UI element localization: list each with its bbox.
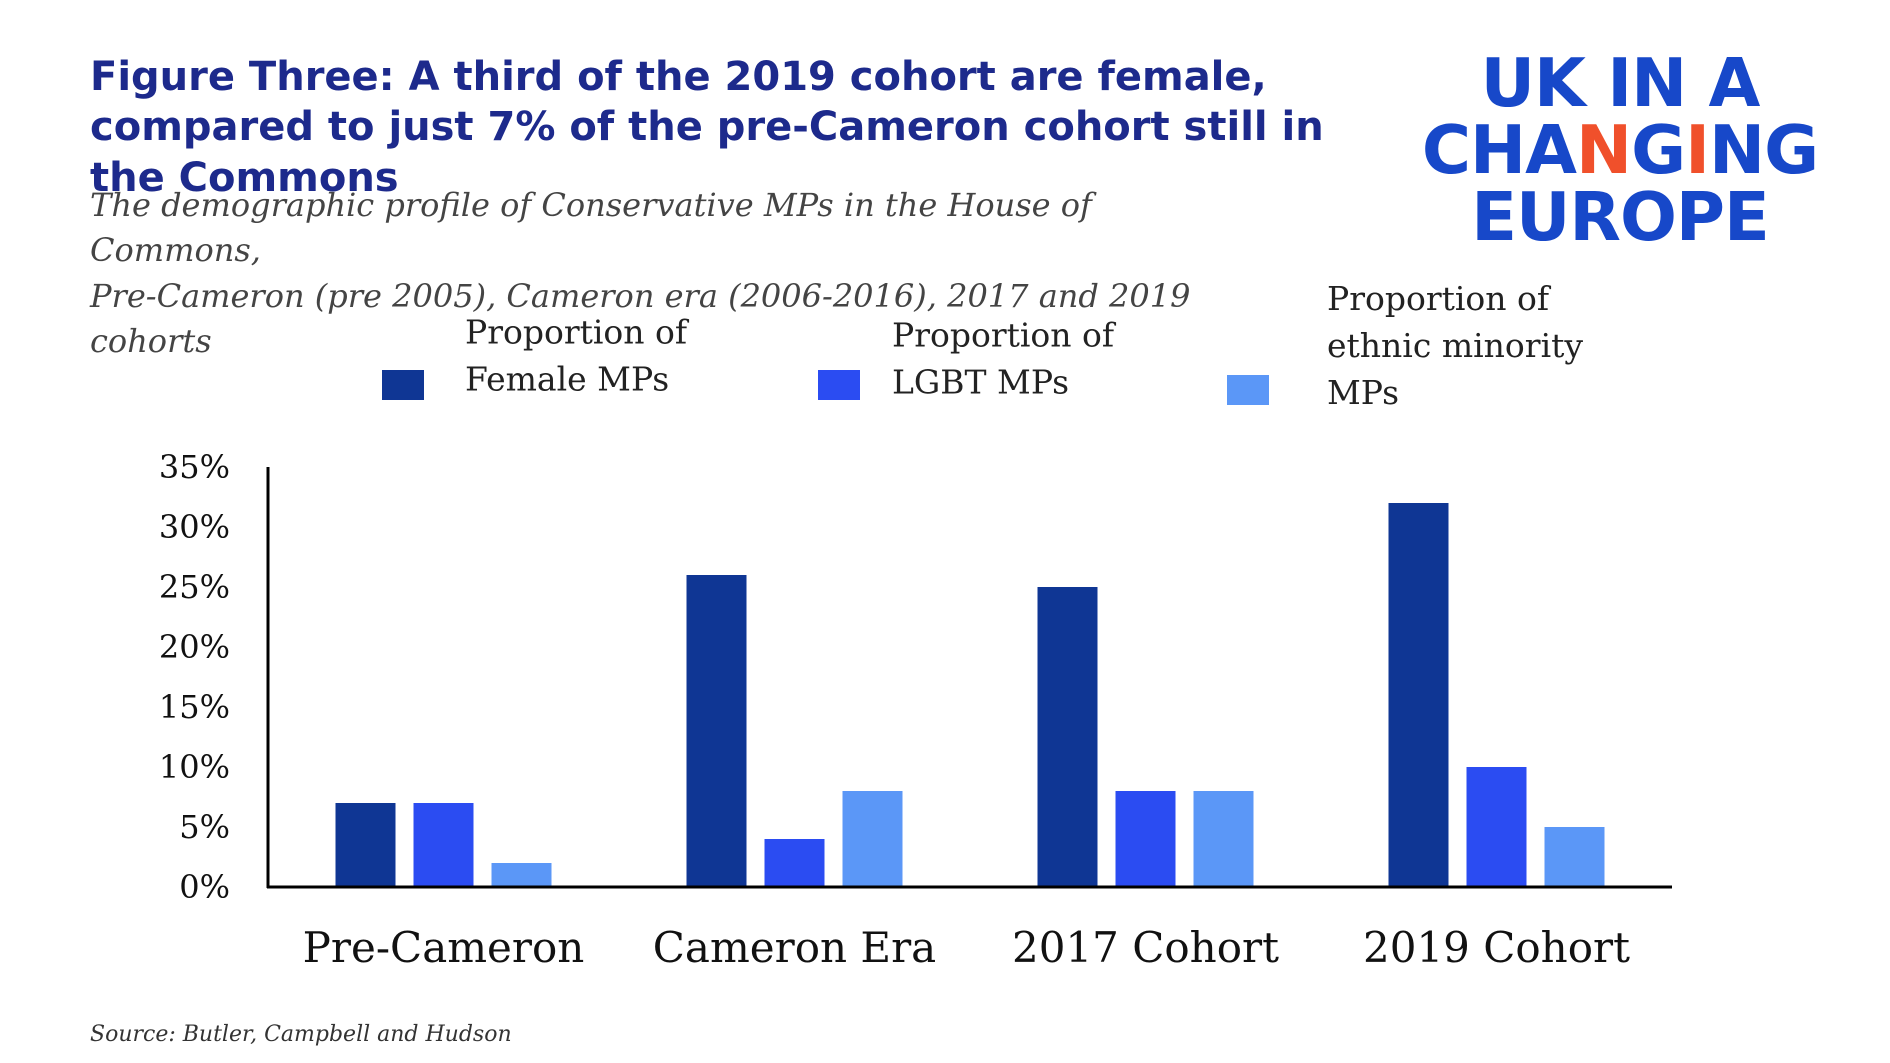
logo-accent-n: N: [1576, 111, 1632, 189]
source-note: Source: Butler, Campbell and Hudson: [90, 1022, 512, 1047]
y-tick-label: 10%: [159, 748, 230, 786]
y-tick-label: 0%: [179, 868, 230, 906]
y-tick-label: 35%: [159, 448, 230, 486]
bar-proportion-of-ethnic-minority-mps-pre-cameron: [491, 863, 552, 887]
subtitle-line-1: The demographic profile of Conservative …: [90, 186, 1092, 270]
legend-swatch-proportion-of-female-mps: [382, 370, 424, 400]
bar-proportion-of-female-mps-2017-cohort: [1037, 587, 1098, 887]
x-axis: Pre-Cameron Cameron Era 2017 Cohort 2019 Co…: [267, 885, 1672, 972]
y-tick-label: 30%: [159, 508, 230, 546]
bar-proportion-of-female-mps-cameron-era: [686, 575, 747, 887]
legend-swatch-proportion-of-ethnic-minority-mps: [1227, 375, 1269, 405]
y-tick-label: 25%: [159, 568, 230, 606]
legend-label: Proportion of: [465, 313, 690, 352]
legend-label: Female MPs: [465, 360, 669, 399]
legend-label: ethnic minority: [1327, 326, 1583, 365]
bar-proportion-of-female-mps-pre-cameron: [335, 803, 396, 887]
logo-line-3: EUROPE: [1471, 178, 1770, 256]
logo-letter-g: G: [1631, 111, 1686, 189]
uk-in-a-changing-europe-logo: UK IN A CHANGING EUROPE: [1410, 50, 1830, 251]
y-axis: 0% 5% 10% 15% 20% 25% 30% 35%: [159, 448, 270, 906]
legend-label: Proportion of: [892, 316, 1117, 355]
chart-legend: Proportion of Female MPs Proportion of LGBT…: [382, 279, 1583, 412]
bar-proportion-of-lgbt-mps-2019-cohort: [1466, 767, 1527, 887]
y-tick-label: 15%: [159, 688, 230, 726]
legend-swatch-proportion-of-lgbt-mps: [818, 370, 860, 400]
bar-proportion-of-lgbt-mps-2017-cohort: [1115, 791, 1176, 887]
legend-label: Proportion of: [1327, 279, 1552, 318]
chart-bars: [335, 503, 1605, 887]
x-tick-label: Pre-Cameron: [303, 923, 585, 972]
y-tick-label: 5%: [179, 808, 230, 846]
logo-letters-cha: CHA: [1421, 111, 1577, 189]
legend-label: MPs: [1327, 373, 1399, 412]
chart-subtitle: The demographic profile of Conservative …: [90, 183, 1240, 365]
bar-proportion-of-lgbt-mps-cameron-era: [764, 839, 825, 887]
x-tick-label: Cameron Era: [653, 923, 936, 972]
logo-line-1: UK IN A: [1480, 44, 1761, 122]
bar-proportion-of-ethnic-minority-mps-2017-cohort: [1193, 791, 1254, 887]
x-tick-label: 2017 Cohort: [1012, 923, 1279, 972]
bar-proportion-of-female-mps-2019-cohort: [1388, 503, 1449, 887]
legend-label: LGBT MPs: [892, 363, 1069, 402]
bar-proportion-of-ethnic-minority-mps-2019-cohort: [1544, 827, 1605, 887]
logo-line-2: CHANGING: [1410, 117, 1830, 184]
x-tick-label: 2019 Cohort: [1363, 923, 1630, 972]
bar-proportion-of-lgbt-mps-pre-cameron: [413, 803, 474, 887]
y-tick-label: 20%: [159, 628, 230, 666]
chart-title: Figure Three: A third of the 2019 cohort…: [90, 54, 1324, 201]
bar-proportion-of-ethnic-minority-mps-cameron-era: [842, 791, 903, 887]
logo-accent-i: I: [1685, 111, 1710, 189]
logo-letters-ng: NG: [1709, 111, 1819, 189]
subtitle-line-2: Pre-Cameron (pre 2005), Cameron era (200…: [90, 276, 1191, 361]
